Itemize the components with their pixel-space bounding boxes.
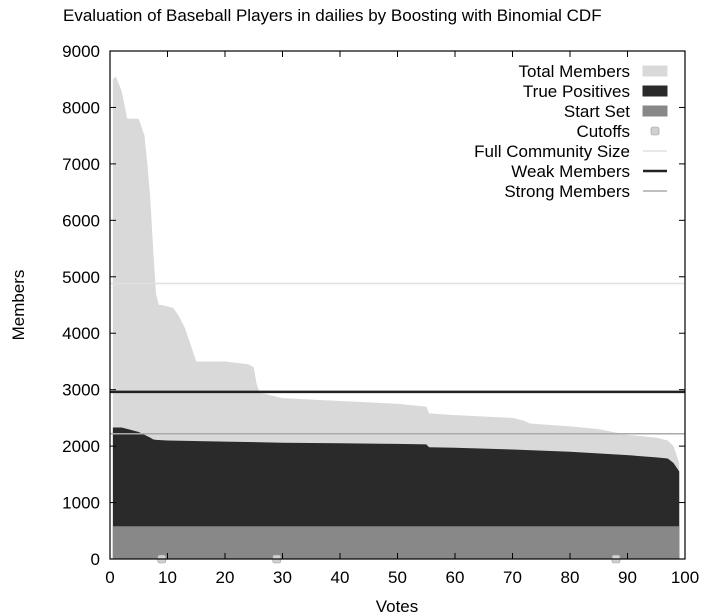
axes: 0 10 20 30 40 50 60 70 80 90 100010002000300040005… xyxy=(62,42,699,587)
x-tick-label: 100 xyxy=(671,568,699,587)
y-tick-label: 0 xyxy=(91,550,100,569)
legend-label: Full Community Size xyxy=(474,142,630,161)
legend-swatch xyxy=(650,126,660,136)
y-tick-label: 1000 xyxy=(62,494,100,513)
chart-title: Evaluation of Baseball Players in dailie… xyxy=(63,6,602,25)
x-tick-label: 10 xyxy=(158,568,177,587)
legend-label: Cutoffs xyxy=(576,122,630,141)
legend-label: Start Set xyxy=(564,102,630,121)
y-tick-label: 5000 xyxy=(62,268,100,287)
total-members-area xyxy=(112,76,680,560)
legend-swatch xyxy=(642,105,668,117)
x-tick-label: 90 xyxy=(618,568,637,587)
x-tick-label: 80 xyxy=(561,568,580,587)
legend-label: Total Members xyxy=(519,62,630,81)
x-axis-label: Votes xyxy=(376,597,419,616)
y-tick-label: 2000 xyxy=(62,437,100,456)
plot-area xyxy=(110,76,685,564)
y-axis-label: Members xyxy=(9,270,28,341)
y-tick-label: 6000 xyxy=(62,211,100,230)
legend-label: Weak Members xyxy=(511,162,630,181)
x-tick-label: 20 xyxy=(216,568,235,587)
legend-label: True Positives xyxy=(523,82,630,101)
y-tick-label: 8000 xyxy=(62,98,100,117)
true-positives-area xyxy=(112,427,680,559)
x-tick-label: 60 xyxy=(446,568,465,587)
y-tick-label: 4000 xyxy=(62,324,100,343)
x-tick-label: 40 xyxy=(331,568,350,587)
x-tick-label: 0 xyxy=(105,568,114,587)
x-tick-label: 70 xyxy=(503,568,522,587)
y-tick-label: 9000 xyxy=(62,42,100,61)
x-tick-label: 50 xyxy=(388,568,407,587)
y-tick-label: 3000 xyxy=(62,381,100,400)
x-tick-label: 30 xyxy=(273,568,292,587)
start-set-area xyxy=(112,526,680,559)
legend-label: Strong Members xyxy=(504,182,630,201)
legend-swatch xyxy=(642,65,668,77)
legend-swatch xyxy=(642,85,668,97)
y-tick-label: 7000 xyxy=(62,155,100,174)
